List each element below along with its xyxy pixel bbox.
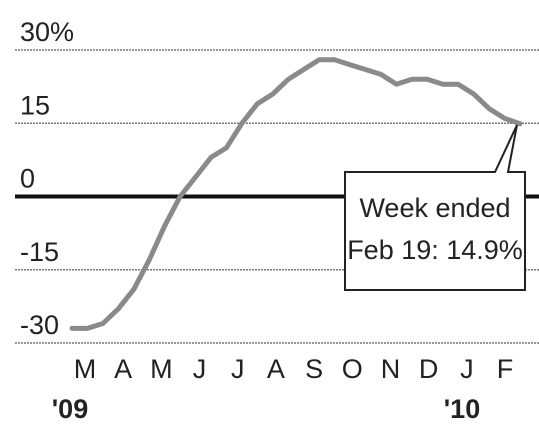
x-tick-label: J — [460, 354, 474, 384]
annotation: Feb 19: 14.9% — [347, 235, 523, 265]
year-label: '10 — [444, 394, 480, 424]
x-tick-label: S — [305, 354, 323, 384]
x-tick-label: M — [150, 354, 173, 384]
data-line — [69, 57, 523, 331]
y-tick-label: 15 — [20, 90, 50, 120]
x-tick-label: A — [114, 354, 132, 384]
x-tick-label: J — [231, 354, 245, 384]
y-tick-label: 0 — [20, 164, 35, 194]
callout-box — [344, 124, 526, 291]
x-tick-label: J — [193, 354, 207, 384]
y-tick-label: -30 — [20, 310, 59, 340]
year-label: '09 — [52, 394, 88, 424]
x-tick-label: N — [381, 354, 401, 384]
y-tick-label: -15 — [20, 237, 59, 267]
annotation: Week ended — [359, 193, 510, 223]
x-tick-label: M — [74, 354, 97, 384]
y-tick-label: 30% — [20, 17, 74, 47]
x-tick-label: O — [342, 354, 363, 384]
x-tick-label: D — [419, 354, 439, 384]
x-tick-label: A — [267, 354, 285, 384]
x-tick-label: F — [497, 354, 514, 384]
